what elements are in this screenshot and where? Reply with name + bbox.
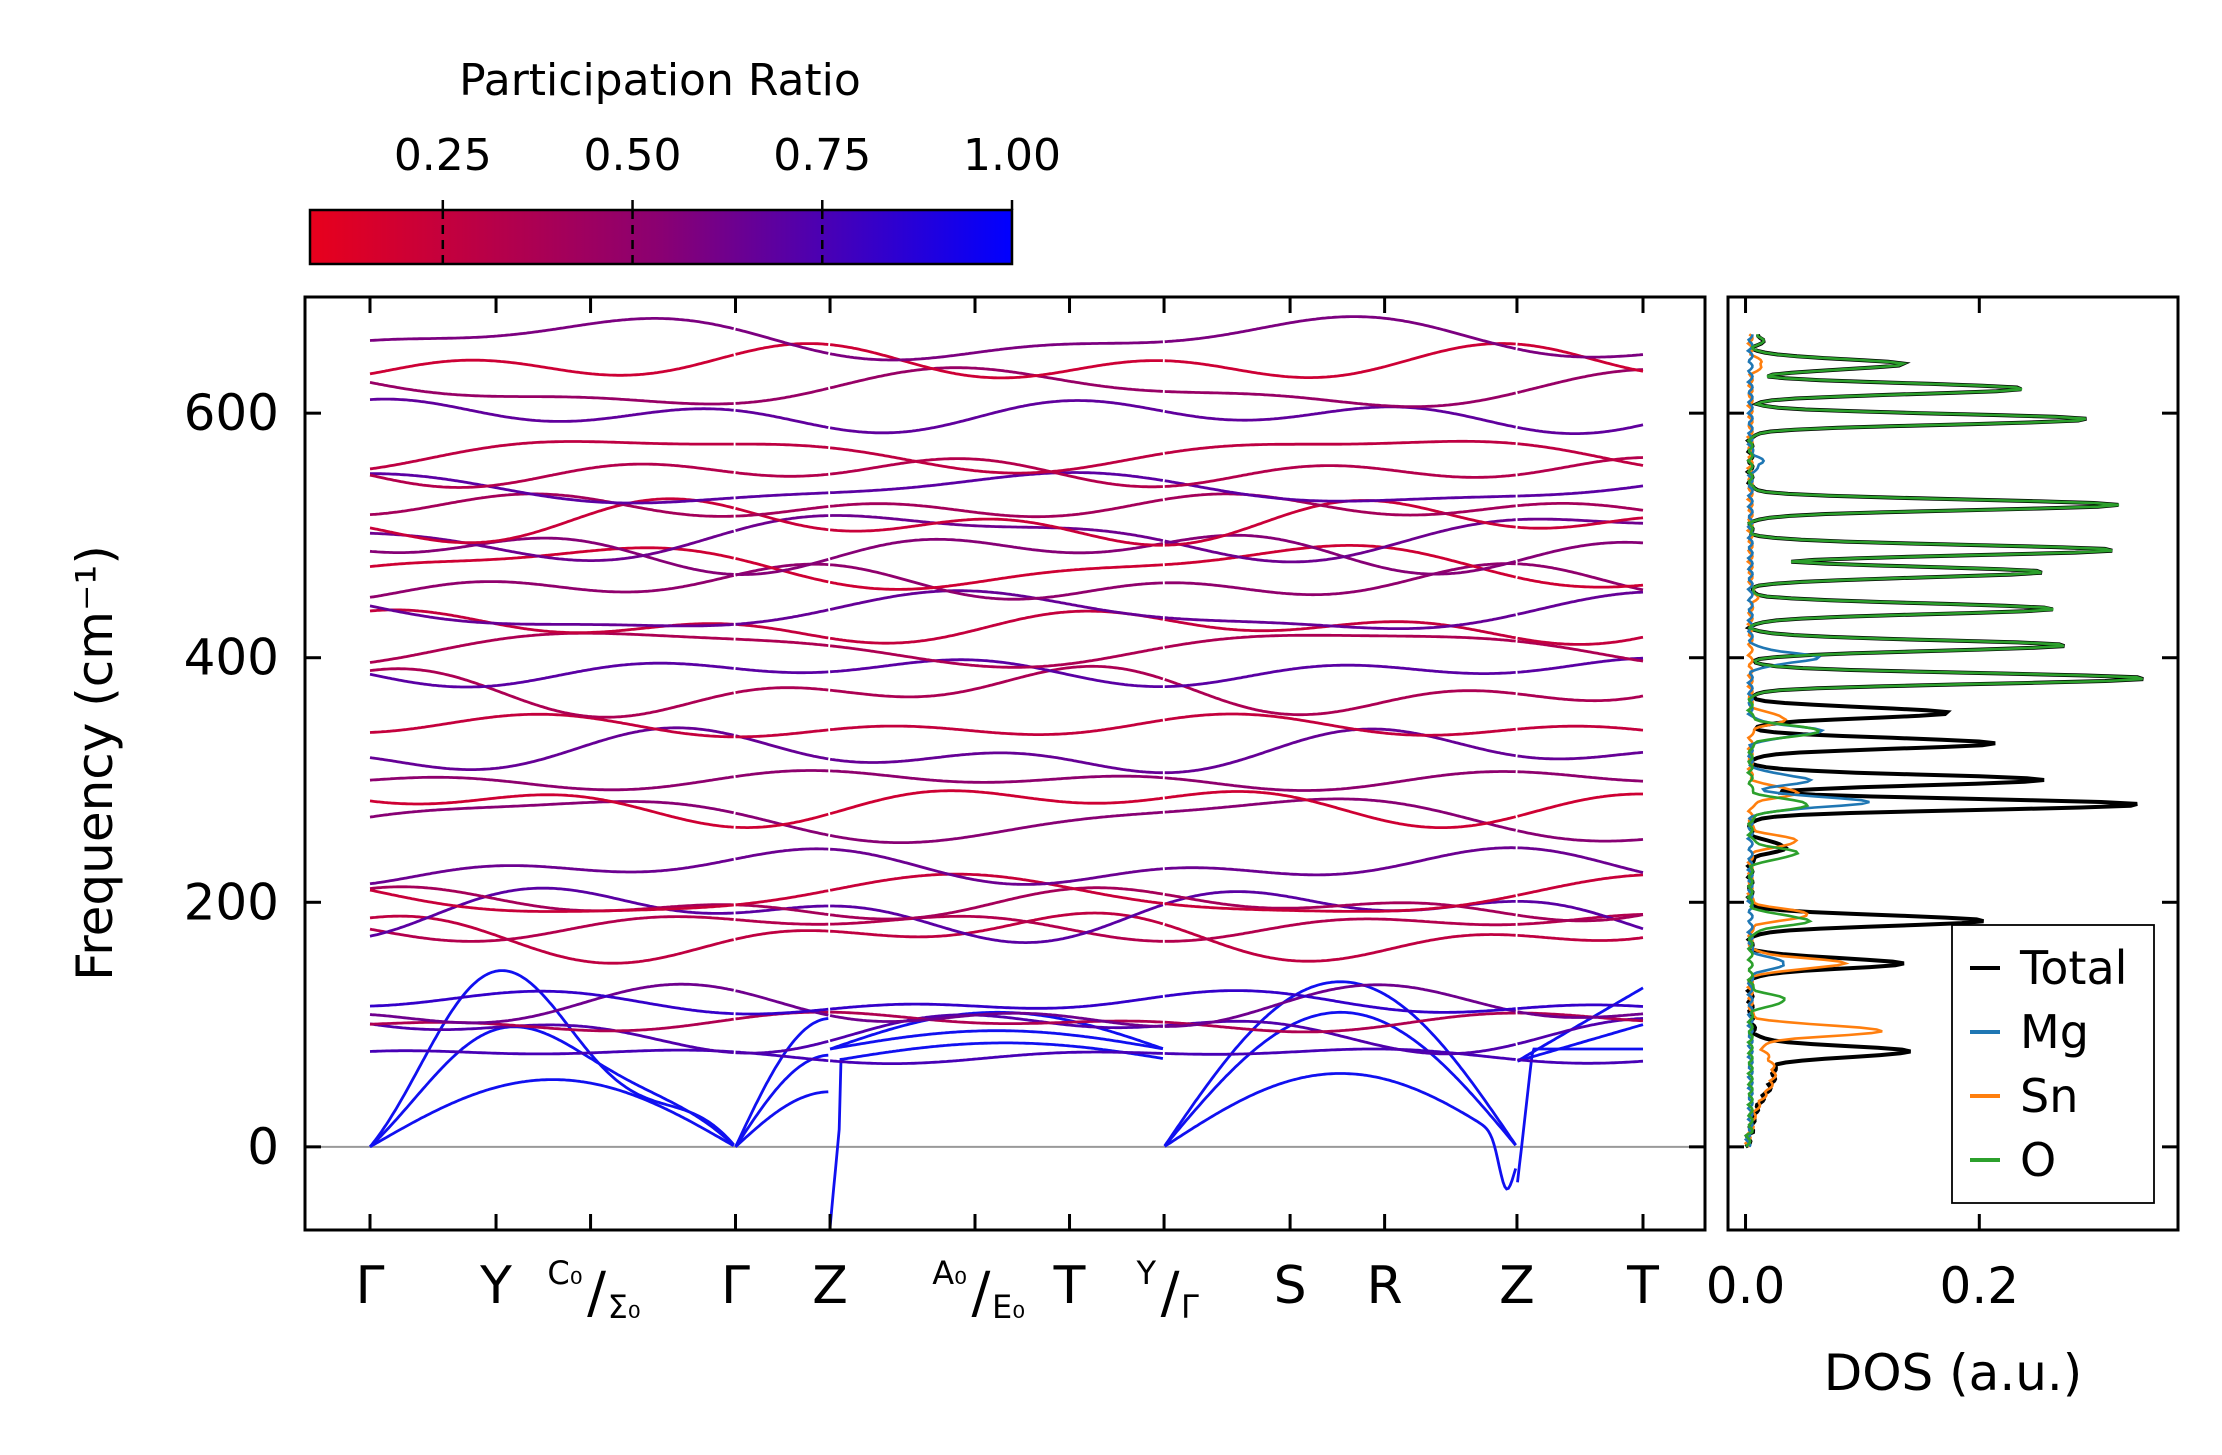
optical-band [369, 439, 1644, 475]
optical-band [369, 1013, 1644, 1056]
colorbar-ticks [441, 200, 1014, 264]
dos-legend: Total Mg Sn O [1951, 924, 2155, 1204]
k-point-slash: / [972, 1261, 991, 1326]
optical-band [369, 885, 1644, 923]
optical-band [369, 846, 1644, 886]
optical-band [370, 471, 1644, 505]
legend-box [1951, 924, 2155, 1204]
k-point-label-sup: A₀ [932, 1254, 967, 1292]
optical-band [369, 664, 1644, 719]
k-point-label-sub: Γ [1181, 1288, 1199, 1326]
legend-label: Total [2019, 941, 2127, 995]
dos-x-tick-label: 0.2 [1940, 1257, 2020, 1315]
optical-band [369, 631, 1644, 669]
optical-band [369, 989, 1644, 1016]
optical-band [369, 656, 1644, 689]
optical-band [369, 497, 1644, 547]
dos-series-o [1743, 334, 2143, 1148]
optical-band [369, 872, 1644, 913]
k-point-label: Z [812, 1256, 848, 1316]
optical-band [369, 726, 1644, 775]
y-tick-label: 200 [184, 873, 279, 931]
phonon-bands [305, 315, 1705, 1228]
optical-band [369, 769, 1644, 792]
dos-panel: 0.0 0.2 DOS (a.u.) Total Mg Sn O [1706, 295, 2180, 1402]
k-point-label: S [1274, 1256, 1307, 1316]
optical-band [369, 1047, 1644, 1065]
optical-band [369, 315, 1644, 362]
optical-band [369, 533, 1644, 576]
dos-ticks: 0.0 0.2 [1706, 297, 2178, 1315]
optical-band [369, 456, 1644, 489]
legend-label: O [2020, 1133, 2056, 1187]
dos-curves [1743, 333, 2144, 1149]
optical-band [369, 562, 1644, 601]
band-panel-frame [303, 295, 1707, 1232]
optical-band [369, 544, 1644, 591]
acoustic-band [369, 1010, 1644, 1148]
k-point-label: Z [1499, 1256, 1535, 1316]
colorbar-label: Participation Ratio [459, 55, 861, 106]
colorbar: Participation Ratio 0.25 0.50 0.75 1.00 [308, 55, 1061, 266]
k-point-label-sub: E₀ [992, 1288, 1025, 1326]
optical-band [369, 608, 1644, 646]
optical-band [369, 366, 1644, 408]
k-point-label-sup: C₀ [547, 1254, 582, 1292]
optical-band [369, 913, 1643, 943]
colorbar-tick-labels: 0.25 0.50 0.75 1.00 [394, 130, 1061, 181]
y-tick-label: 400 [184, 629, 279, 687]
colorbar-tick-label: 0.25 [394, 130, 492, 181]
band-x-ticks: Γ Y C₀ / Σ₀ Γ Z A₀ / E₀ T Y / Γ S R Z T [356, 297, 1659, 1326]
k-point-label: Y [479, 1256, 512, 1316]
optical-band [369, 911, 1644, 965]
dos-x-tick-label: 0.0 [1706, 1257, 1786, 1315]
band-y-ticks: 0 200 400 600 [184, 384, 1705, 1176]
k-point-label: R [1367, 1256, 1403, 1316]
k-point-label: Γ [721, 1256, 750, 1316]
k-point-label: T [1053, 1256, 1086, 1316]
dos-x-axis-label: DOS (a.u.) [1824, 1344, 2083, 1402]
optical-band [369, 886, 1644, 944]
optical-band [369, 789, 1643, 829]
acoustic-band [369, 1041, 1643, 1228]
colorbar-tick-label: 0.75 [773, 130, 871, 181]
k-point-label-sup: Y [1136, 1254, 1157, 1292]
optical-band [369, 797, 1644, 844]
optical-band [369, 397, 1644, 435]
optical-band [369, 492, 1644, 519]
legend-label: Mg [2020, 1005, 2089, 1059]
y-tick-label: 600 [184, 384, 279, 442]
k-point-slash: / [1161, 1261, 1180, 1326]
y-tick-label: 0 [247, 1118, 279, 1176]
dos-panel-frame [1726, 295, 2180, 1232]
colorbar-gradient [308, 208, 1014, 266]
optical-band [369, 342, 1644, 380]
y-axis-label: Frequency (cm⁻¹) [66, 545, 124, 981]
k-point-label: T [1626, 1256, 1659, 1316]
legend-label: Sn [2020, 1069, 2078, 1123]
colorbar-tick-label: 0.50 [584, 130, 682, 181]
colorbar-tick-label: 1.00 [963, 130, 1061, 181]
k-point-label-sub: Σ₀ [608, 1288, 641, 1326]
optical-band [369, 982, 1644, 1028]
k-point-label: Γ [356, 1256, 385, 1316]
optical-band [369, 712, 1644, 739]
k-point-slash: / [587, 1261, 606, 1326]
optical-band [369, 589, 1644, 630]
